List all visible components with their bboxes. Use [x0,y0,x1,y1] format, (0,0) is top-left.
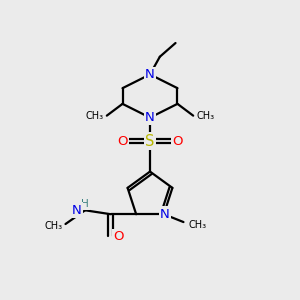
Text: N: N [145,68,155,81]
Text: N: N [71,204,81,217]
Text: S: S [145,134,155,149]
Text: O: O [117,135,128,148]
Text: N: N [160,208,170,221]
Text: CH₃: CH₃ [196,111,214,121]
Text: O: O [114,230,124,243]
Text: CH₃: CH₃ [188,220,206,230]
Text: H: H [81,200,89,209]
Text: CH₃: CH₃ [86,111,104,121]
Text: N: N [145,111,155,124]
Text: CH₃: CH₃ [44,221,62,231]
Text: O: O [172,135,183,148]
